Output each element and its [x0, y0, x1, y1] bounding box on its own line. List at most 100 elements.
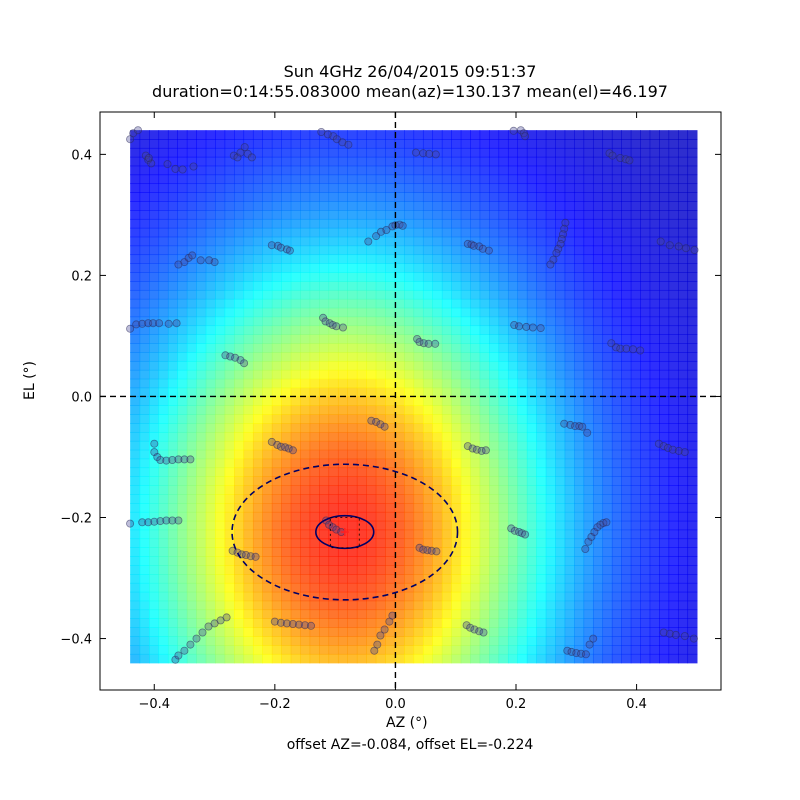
heatmap-cell: [356, 325, 367, 335]
heatmap-cell: [385, 272, 396, 282]
heatmap-cell: [224, 467, 235, 477]
heatmap-cell: [300, 627, 311, 637]
heatmap-cell: [356, 582, 367, 593]
heatmap-cell: [451, 600, 462, 611]
heatmap-cell: [158, 245, 169, 256]
heatmap-cell: [536, 574, 547, 584]
heatmap-cell: [498, 653, 509, 664]
heatmap-cell: [205, 352, 216, 362]
heatmap-cell: [479, 289, 490, 300]
heatmap-cell: [281, 405, 292, 415]
heatmap-cell: [167, 201, 178, 211]
heatmap-cell: [366, 653, 377, 664]
heatmap-cell: [130, 636, 141, 646]
heatmap-cell: [149, 387, 160, 398]
heatmap-cell: [337, 627, 348, 637]
heatmap-cell: [149, 609, 160, 619]
heatmap-cell: [489, 378, 500, 389]
heatmap-cell: [649, 440, 660, 451]
heatmap-cell: [526, 538, 537, 548]
heatmap-cell: [167, 298, 178, 309]
heatmap-cell: [281, 618, 292, 628]
heatmap-cell: [139, 263, 150, 273]
heatmap-cell: [347, 174, 358, 185]
heatmap-cell: [583, 414, 594, 424]
heatmap-cell: [687, 405, 698, 415]
heatmap-cell: [177, 582, 188, 593]
heatmap-cell: [205, 334, 216, 344]
heatmap-cell: [234, 210, 245, 220]
heatmap-cell: [621, 352, 632, 362]
heatmap-cell: [337, 565, 348, 575]
heatmap-cell: [366, 254, 377, 264]
heatmap-cell: [281, 574, 292, 584]
heatmap-cell: [460, 183, 471, 193]
scan-point: [150, 517, 159, 526]
heatmap-cell: [451, 298, 462, 309]
heatmap-cell: [328, 139, 339, 149]
heatmap-cell: [489, 396, 500, 406]
heatmap-cell: [545, 565, 556, 575]
heatmap-cell: [536, 502, 547, 513]
heatmap-cell: [328, 192, 339, 202]
heatmap-cell: [186, 520, 197, 531]
heatmap-cell: [167, 609, 178, 619]
scan-point: [432, 547, 441, 556]
heatmap-cell: [640, 210, 651, 220]
heatmap-cell: [319, 165, 330, 176]
heatmap-cell: [347, 165, 358, 176]
heatmap-cell: [574, 476, 585, 486]
heatmap-cell: [290, 467, 301, 477]
heatmap-cell: [196, 360, 207, 371]
heatmap-cell: [630, 396, 641, 406]
heatmap-cell: [300, 334, 311, 344]
scan-point: [522, 322, 531, 331]
heatmap-cell: [583, 343, 594, 353]
heatmap-cell: [621, 565, 632, 575]
heatmap-cell: [640, 352, 651, 362]
heatmap-cell: [262, 476, 273, 486]
heatmap-cell: [489, 618, 500, 628]
heatmap-cell: [356, 556, 367, 566]
heatmap-cell: [300, 476, 311, 486]
heatmap-cell: [205, 423, 216, 433]
heatmap-cell: [375, 343, 386, 353]
scan-point: [516, 126, 525, 135]
scan-point: [622, 344, 631, 353]
heatmap-cell: [451, 414, 462, 424]
heatmap-cell: [271, 529, 282, 540]
heatmap-cell: [545, 476, 556, 486]
scan-point: [561, 218, 570, 227]
heatmap-cell: [479, 210, 490, 220]
heatmap-cell: [677, 352, 689, 362]
scan-point: [602, 518, 611, 527]
heatmap-cell: [177, 458, 188, 469]
heatmap-cell: [479, 156, 490, 167]
heatmap-cell: [583, 520, 594, 531]
heatmap-cell: [441, 538, 452, 548]
scan-point: [150, 439, 159, 448]
heatmap-cell: [517, 609, 528, 619]
scan-point: [233, 153, 242, 162]
heatmap-cell: [186, 414, 197, 424]
heatmap-cell: [526, 502, 537, 513]
heatmap-cell: [356, 139, 367, 149]
heatmap-cell: [337, 201, 348, 211]
heatmap-cell: [668, 156, 679, 167]
heatmap-cell: [621, 600, 632, 611]
heatmap-cell: [404, 272, 415, 282]
heatmap-cell: [441, 600, 452, 611]
heatmap-cell: [432, 556, 443, 566]
heatmap-cell: [413, 414, 424, 424]
heatmap-cell: [215, 316, 226, 327]
heatmap-cell: [158, 467, 169, 477]
heatmap-cell: [375, 485, 386, 495]
heatmap-cell: [489, 227, 500, 238]
heatmap-cell: [649, 547, 660, 557]
heatmap-cell: [356, 147, 367, 158]
heatmap-cell: [659, 289, 670, 300]
heatmap-cell: [404, 653, 415, 664]
heatmap-cell: [366, 139, 377, 149]
scan-point: [521, 530, 530, 539]
heatmap-cell: [687, 183, 698, 193]
